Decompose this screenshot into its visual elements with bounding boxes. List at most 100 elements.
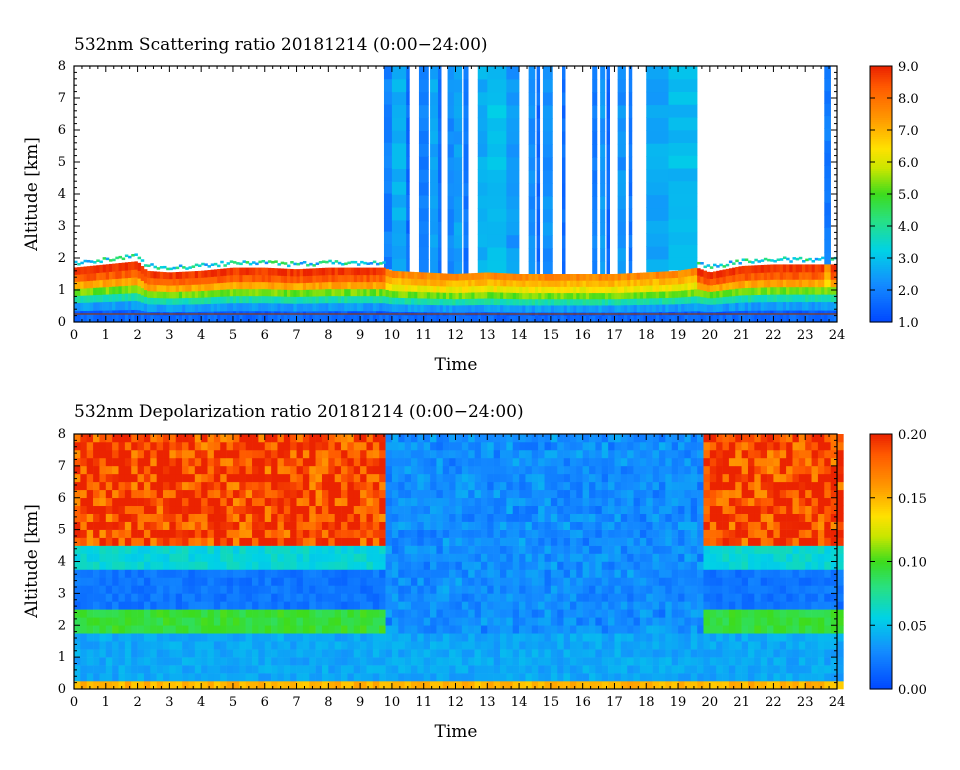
data-cell (150, 284, 154, 292)
data-cell (356, 295, 361, 304)
data-cell (477, 66, 488, 80)
data-cell (80, 281, 84, 289)
data-cell (182, 441, 189, 451)
data-cell (93, 272, 97, 281)
data-cell (668, 91, 698, 105)
data-cell (131, 489, 138, 499)
data-cell (600, 66, 606, 80)
data-cell (175, 266, 180, 270)
data-cell (226, 529, 234, 538)
data-cell (611, 298, 615, 306)
data-cell (105, 537, 113, 546)
data-cell (531, 280, 536, 287)
data-cell (353, 310, 358, 315)
data-cell (207, 449, 215, 459)
colorbar-segment (870, 283, 892, 287)
data-cell (328, 609, 335, 618)
data-cell (112, 625, 119, 634)
data-cell (156, 569, 164, 578)
data-cell (124, 505, 132, 514)
data-cell (385, 268, 390, 277)
data-cell (115, 256, 119, 260)
data-cell (805, 313, 809, 323)
data-cell (468, 521, 475, 530)
data-cell (754, 313, 758, 323)
data-cell (331, 288, 335, 297)
data-cell (334, 310, 339, 315)
data-cell (74, 513, 81, 522)
data-cell (401, 277, 405, 285)
data-cell (592, 292, 596, 300)
data-cell (229, 314, 234, 323)
data-cell (385, 513, 393, 522)
data-cell (182, 271, 186, 279)
data-cell (315, 505, 323, 514)
data-cell (438, 182, 442, 196)
data-cell (163, 577, 170, 586)
data-cell (194, 585, 202, 594)
data-cell (258, 449, 266, 459)
data-cell (131, 261, 135, 270)
data-cell (325, 274, 329, 283)
data-cell (315, 529, 323, 538)
data-cell (147, 277, 151, 285)
data-cell (302, 609, 310, 618)
data-cell (137, 657, 145, 666)
data-cell (697, 261, 701, 265)
data-cell (461, 673, 469, 682)
data-cell (147, 311, 151, 316)
data-cell (410, 601, 418, 610)
data-cell (315, 489, 323, 499)
data-cell (747, 265, 752, 274)
data-cell (611, 292, 615, 300)
data-cell (391, 270, 396, 278)
data-cell (487, 649, 494, 658)
data-cell (436, 279, 440, 287)
data-cell (153, 290, 157, 299)
data-cell (226, 497, 234, 507)
data-cell (131, 545, 138, 554)
data-cell (86, 302, 91, 311)
data-cell (668, 155, 698, 169)
data-cell (747, 287, 752, 296)
data-cell (628, 91, 633, 106)
data-cell (738, 310, 742, 315)
data-cell (89, 314, 94, 323)
data-cell (782, 294, 787, 303)
data-cell (608, 304, 612, 313)
data-cell (633, 285, 638, 293)
data-cell (639, 279, 644, 286)
data-cell (713, 277, 717, 285)
data-cell (223, 296, 227, 304)
data-cell (566, 292, 571, 300)
data-cell (188, 449, 196, 459)
data-cell (175, 489, 183, 499)
data-cell (201, 641, 208, 650)
data-cell (487, 673, 494, 682)
data-cell (182, 553, 189, 562)
data-cell (438, 104, 442, 119)
data-cell (732, 314, 736, 323)
data-cell (178, 284, 183, 292)
data-cell (312, 296, 316, 304)
data-cell (480, 593, 488, 602)
data-cell (277, 641, 285, 650)
data-cell (213, 505, 221, 514)
data-cell (353, 267, 358, 276)
data-cell (487, 665, 494, 674)
data-cell (363, 288, 367, 297)
data-cell (315, 465, 323, 475)
data-cell (671, 277, 676, 285)
data-cell (430, 66, 439, 80)
data-cell (93, 601, 100, 610)
data-cell (388, 276, 393, 285)
data-cell (239, 681, 246, 690)
data-cell (207, 601, 215, 610)
data-cell (258, 673, 266, 682)
data-cell (706, 297, 711, 305)
data-cell (617, 292, 622, 300)
data-cell (547, 298, 552, 306)
data-cell (792, 271, 796, 280)
data-cell (99, 641, 107, 650)
data-cell (163, 473, 170, 483)
